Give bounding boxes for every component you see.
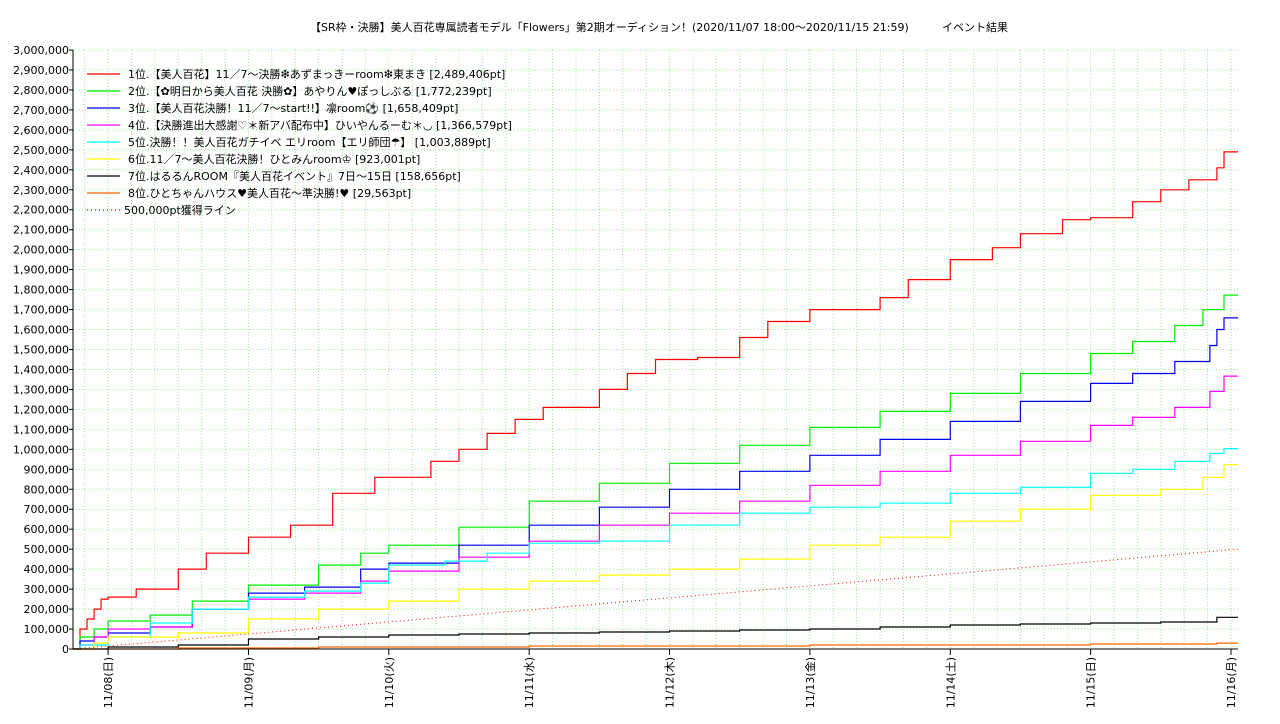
y-tick-label: 1,400,000 (13, 363, 69, 376)
legend-label: 4位.【決勝進出大感謝♡＊新アバ配布中】ひいやんるーむ＊◡ [1,366,579… (128, 118, 512, 132)
y-tick-label: 1,000,000 (13, 443, 69, 456)
y-tick-label: 1,700,000 (13, 304, 69, 317)
legend-label: 6位.11／7～美人百花決勝！ひとみんroom♔ [923,001pt] (128, 152, 420, 166)
x-tick-label: 11/12(木) (664, 657, 677, 708)
y-tick-label: 2,800,000 (13, 84, 69, 97)
y-tick-label: 600,000 (24, 523, 70, 536)
chart-subtitle: イベント結果 (942, 20, 1008, 34)
y-tick-label: 1,900,000 (13, 264, 69, 277)
chart-title: 【SR枠・決勝】美人百花専属読者モデル「Flowers」第2期オーディション！(… (310, 20, 909, 34)
series-layer (72, 151, 1239, 650)
legend-label: 2位.【✿明日から美人百花 決勝✿】あやりん♥ぽっしぶる [1,772,239p… (128, 84, 492, 98)
y-tick-label: 2,300,000 (13, 184, 69, 197)
series-line-5 (73, 448, 1238, 650)
legend-label: 7位.はるるんROOM『美人百花イベント』7日～15日 [158,656pt] (128, 169, 461, 183)
y-tick-label: 1,100,000 (13, 423, 69, 436)
y-tick-label: 2,900,000 (13, 64, 69, 77)
y-tick-label: 1,200,000 (13, 403, 69, 416)
legend-label: 5位.決勝！！美人百花ガチイベ エリroom【エリ師団☂】 [1,003,889… (128, 135, 491, 149)
y-tick-label: 100,000 (24, 623, 70, 636)
y-tick-label: 2,600,000 (13, 124, 69, 137)
x-tick-label: 11/16(月) (1225, 657, 1238, 708)
x-tick-label: 11/14(土) (944, 657, 957, 708)
y-tick-label: 2,100,000 (13, 224, 69, 237)
legend-label: 3位.【美人百花決勝！11／7～start!!】凛room⚽ [1,658,40… (128, 101, 458, 115)
legend-label: 1位.【美人百花】11／7～決勝❇あずまっきーroom❇東まき [2,489,4… (128, 67, 505, 81)
y-tick-label: 2,200,000 (13, 204, 69, 217)
series-line-2 (73, 294, 1238, 650)
y-tick-label: 1,500,000 (13, 344, 69, 357)
x-tick-label: 11/08(日) (102, 657, 115, 708)
x-tick-label: 11/11(水) (523, 657, 536, 708)
y-tick-label: 200,000 (24, 603, 70, 616)
y-tick-label: 1,300,000 (13, 383, 69, 396)
x-tick-label: 11/15(日) (1085, 657, 1098, 708)
y-tick-label: 0 (62, 643, 69, 656)
y-tick-label: 400,000 (24, 563, 70, 576)
axis-layer: 0 100,000 200,000 300,000 400,000 500,000 600,… (13, 44, 1238, 708)
legend-label: 8位.ひとちゃんハウス♥美人百花～準決勝!♥ [29,563pt] (128, 186, 411, 200)
y-tick-label: 700,000 (24, 503, 70, 516)
x-tick-label: 11/09(月) (242, 657, 255, 708)
y-tick-label: 500,000 (24, 543, 70, 556)
y-tick-label: 3,000,000 (13, 44, 69, 57)
series-line-6 (73, 464, 1238, 650)
series-line-8 (73, 642, 1238, 650)
y-tick-label: 2,400,000 (13, 164, 69, 177)
grid-layer (73, 49, 1238, 649)
y-tick-label: 2,000,000 (13, 244, 69, 257)
series-line-7 (73, 616, 1238, 650)
y-tick-label: 2,700,000 (13, 104, 69, 117)
series-line-1 (73, 151, 1238, 650)
series-line-9 (72, 548, 1239, 650)
legend: 1位.【美人百花】11／7～決勝❇あずまっきーroom❇東まき [2,489,4… (87, 67, 512, 217)
legend-label: 500,000pt獲得ライン (124, 204, 236, 217)
y-tick-label: 300,000 (24, 583, 70, 596)
x-tick-label: 11/10(火) (383, 657, 396, 708)
y-tick-label: 1,800,000 (13, 284, 69, 297)
y-tick-label: 1,600,000 (13, 324, 69, 337)
y-tick-label: 2,500,000 (13, 144, 69, 157)
y-tick-label: 800,000 (24, 483, 70, 496)
y-tick-label: 900,000 (24, 463, 70, 476)
x-tick-label: 11/13(金) (803, 657, 817, 708)
